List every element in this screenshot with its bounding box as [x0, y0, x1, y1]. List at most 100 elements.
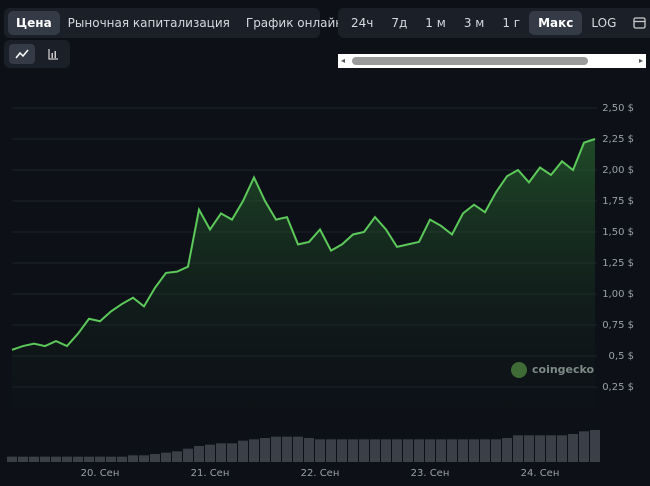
volume-bar	[84, 456, 94, 462]
range-button[interactable]: Макс	[529, 11, 583, 35]
volume-bar	[271, 436, 281, 462]
range-bar: 24ч 7д 1 м 3 м 1 г Макс LOG	[338, 8, 650, 38]
bar-icon-part	[54, 51, 56, 58]
x-tick-label: 24. Сен	[521, 468, 560, 479]
y-tick-label: 2,50 $	[602, 103, 634, 114]
volume-bar	[183, 448, 193, 462]
volume-bar	[249, 439, 259, 462]
range-button[interactable]: 1 м	[425, 16, 446, 30]
volume-bar	[315, 439, 325, 462]
scroll-left[interactable]: ◂	[341, 56, 346, 65]
volume-bar	[491, 439, 501, 462]
volume-bar	[260, 438, 270, 462]
volume-bar	[161, 452, 171, 462]
chart-type-bar	[4, 40, 70, 68]
volume-bar	[359, 439, 369, 462]
x-tick-label: 20. Сен	[81, 468, 120, 479]
y-tick-label: 1,00 $	[602, 289, 634, 300]
tab[interactable]: Рыночная капитализация	[60, 11, 238, 35]
watermark: coingecko	[532, 363, 595, 376]
tab[interactable]: Цена	[8, 11, 60, 35]
tab-label: График онлайн	[245, 16, 344, 30]
volume-bar	[381, 439, 391, 462]
scrollbar[interactable]: ◂ ▸	[338, 54, 646, 68]
calendar-button[interactable]	[625, 16, 650, 30]
range-button[interactable]: 3 м	[463, 16, 485, 30]
volume-bar	[227, 443, 237, 462]
range-button[interactable]: 7д	[391, 16, 408, 30]
chart-type-icons	[9, 44, 58, 64]
logo	[511, 362, 527, 378]
scroll-right[interactable]: ▸	[638, 56, 643, 65]
line-icon	[15, 49, 29, 59]
volume-bar	[304, 438, 314, 462]
tab-label: Рыночная капитализация	[67, 16, 230, 30]
volume-bar	[447, 439, 457, 462]
volume-bar	[348, 439, 358, 462]
range-button[interactable]: LOG	[591, 16, 617, 30]
volume-bar	[128, 455, 138, 462]
price-line	[11, 138, 596, 351]
volume-bar	[579, 431, 589, 462]
volume-bar	[282, 436, 292, 462]
volume-bar	[370, 439, 380, 462]
tab-label: Цена	[16, 16, 52, 30]
y-tick-label: 0,75 $	[602, 320, 634, 331]
volume-bar	[513, 435, 523, 462]
volume-bar	[51, 456, 61, 462]
y-tick-label: 0,25 $	[602, 382, 634, 393]
volume-bar	[62, 456, 72, 462]
y-tick-label: 1,25 $	[602, 258, 634, 269]
range-button[interactable]: 1 г	[502, 16, 521, 30]
volume-bar	[238, 440, 248, 462]
volume-bar	[95, 456, 105, 462]
volume-bar	[502, 438, 512, 462]
volume-bar	[172, 451, 182, 462]
volume-bar	[216, 443, 226, 462]
y-tick-label: 0,5 $	[609, 351, 634, 362]
y-tick-label: 1,75 $	[602, 196, 634, 207]
volume-bar	[40, 456, 50, 462]
volume-bar	[392, 439, 402, 462]
volume-bar	[194, 446, 204, 462]
volume-bar	[535, 435, 545, 462]
volume-bar	[73, 456, 83, 462]
volume-bar	[590, 430, 600, 462]
y-tick-label: 2,00 $	[602, 165, 634, 176]
volume-bar	[524, 435, 534, 462]
bar-icon[interactable]	[48, 49, 58, 60]
x-tick-label: 23. Сен	[411, 468, 450, 479]
scroll-thumb[interactable]	[352, 57, 588, 65]
volume-bar	[425, 439, 435, 462]
bar-icon-part	[51, 53, 53, 58]
volume-bar	[150, 454, 160, 462]
volume-bar	[7, 456, 17, 462]
volume-bar	[458, 439, 468, 462]
tab-bar: Цена Рыночная капитализация График онлайн	[4, 8, 357, 38]
x-tick-label: 22. Сен	[301, 468, 340, 479]
volume-bar	[205, 444, 215, 462]
y-tick-label: 2,25 $	[602, 134, 634, 145]
volume-bar	[557, 435, 567, 462]
volume-bar	[337, 439, 347, 462]
area-fill	[12, 139, 595, 418]
volume-bar	[117, 456, 127, 462]
volume-bar	[568, 434, 578, 462]
volume-bar	[414, 439, 424, 462]
volume-bar	[106, 456, 116, 462]
volume-bar	[18, 456, 28, 462]
volume-bar	[29, 456, 39, 462]
volume-bar	[293, 436, 303, 462]
volume-bar	[436, 439, 446, 462]
range-button[interactable]: 24ч	[351, 16, 374, 30]
volume-bar	[326, 439, 336, 462]
volume-bar	[403, 439, 413, 462]
y-tick-label: 1,50 $	[602, 227, 634, 238]
volume-bar	[139, 455, 149, 462]
volume-bar	[469, 439, 479, 462]
x-tick-label: 21. Сен	[191, 468, 230, 479]
volume-bar	[546, 435, 556, 462]
volume-bar	[480, 439, 490, 462]
